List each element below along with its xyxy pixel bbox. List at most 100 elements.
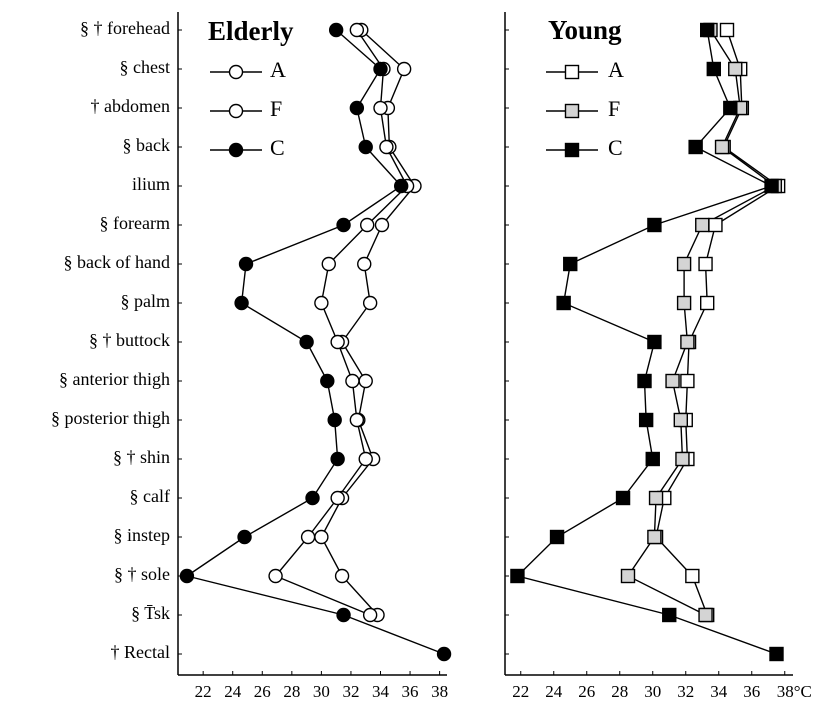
- data-point: [680, 334, 695, 350]
- legend-label: C: [608, 135, 623, 160]
- data-point: [305, 490, 320, 506]
- data-point: [700, 22, 715, 38]
- category-label: § † shin: [113, 447, 170, 467]
- series-line: [320, 29, 416, 616]
- data-point: [769, 646, 784, 662]
- x-tick-label: 32: [677, 682, 694, 701]
- data-point: [620, 568, 636, 584]
- data-point: [238, 256, 254, 272]
- data-point: [700, 295, 715, 311]
- data-point: [680, 373, 695, 389]
- category-label: § chest: [120, 57, 170, 77]
- data-point: [637, 373, 652, 389]
- data-point: [234, 295, 249, 311]
- category-label: § posterior thigh: [51, 408, 170, 428]
- series-line: [626, 29, 777, 616]
- data-point: [334, 568, 350, 584]
- category-label: ilium: [132, 174, 170, 194]
- x-tick-label: 28: [611, 682, 628, 701]
- data-point: [373, 61, 388, 77]
- x-tick-label: 34: [372, 682, 390, 701]
- data-point: [714, 139, 730, 155]
- data-point: [179, 568, 195, 584]
- data-point: [314, 295, 329, 311]
- legend-marker: [564, 64, 580, 80]
- category-label: § † sole: [114, 564, 170, 584]
- data-point: [549, 529, 565, 545]
- data-point: [360, 217, 375, 233]
- series-line: [274, 29, 408, 616]
- category-label: † Rectal: [111, 642, 170, 662]
- data-point: [379, 139, 394, 155]
- x-tick-label: 24: [545, 682, 563, 701]
- data-point: [638, 412, 654, 428]
- data-point: [330, 451, 345, 467]
- data-point: [373, 100, 388, 116]
- data-point: [358, 451, 373, 467]
- data-point: [706, 61, 721, 77]
- data-point: [708, 217, 723, 233]
- data-point: [349, 22, 365, 38]
- data-point: [764, 178, 779, 194]
- data-point: [268, 568, 283, 584]
- data-point: [320, 373, 335, 389]
- legend-marker: [228, 103, 244, 119]
- chart-title: Elderly: [208, 16, 294, 46]
- data-point: [393, 178, 409, 194]
- category-label: † abdomen: [91, 96, 170, 116]
- data-point: [685, 568, 700, 584]
- data-point: [362, 295, 378, 311]
- data-point: [723, 100, 738, 116]
- data-point: [358, 373, 373, 389]
- series-line: [185, 29, 445, 655]
- data-point: [688, 139, 703, 155]
- legend-marker: [564, 103, 580, 119]
- data-point: [345, 373, 360, 389]
- data-point: [556, 295, 571, 311]
- data-point: [357, 256, 372, 272]
- data-point: [675, 451, 690, 467]
- x-tick-label: 30: [644, 682, 661, 701]
- data-point: [436, 646, 452, 662]
- category-label: § back of hand: [64, 252, 170, 272]
- data-point: [349, 412, 365, 428]
- data-point: [510, 568, 525, 584]
- data-point: [662, 607, 677, 623]
- data-point: [645, 451, 660, 467]
- data-point: [698, 256, 713, 272]
- data-point: [358, 139, 373, 155]
- data-point: [647, 217, 662, 233]
- category-label: § T̄sk: [131, 603, 170, 623]
- x-tick-label: 36: [743, 682, 760, 701]
- category-label: § instep: [114, 525, 171, 545]
- chart-title: Young: [548, 15, 622, 45]
- x-tick-label: 34: [710, 682, 728, 701]
- category-label: § † forehead: [80, 18, 170, 38]
- data-point: [647, 334, 662, 350]
- category-label: § back: [123, 135, 170, 155]
- legend-label: F: [608, 96, 620, 121]
- data-point: [336, 607, 351, 623]
- data-point: [673, 412, 688, 428]
- data-point: [647, 529, 662, 545]
- category-label: § anterior thigh: [59, 369, 170, 389]
- category-label: § † buttock: [89, 330, 170, 350]
- data-point: [396, 61, 412, 77]
- legend-marker: [228, 64, 244, 80]
- x-tick-label: 26: [254, 682, 271, 701]
- x-tick-label: 24: [224, 682, 242, 701]
- legend-label: C: [270, 135, 285, 160]
- data-point: [698, 607, 713, 623]
- data-point: [300, 529, 316, 545]
- data-point: [330, 490, 345, 506]
- data-point: [665, 373, 680, 389]
- data-point: [336, 217, 351, 233]
- series-line: [655, 29, 780, 616]
- legend-label: F: [270, 96, 282, 121]
- data-point: [615, 490, 631, 506]
- legend-marker: [228, 142, 244, 158]
- x-tick-label: 22: [195, 682, 212, 701]
- data-point: [648, 490, 664, 506]
- data-point: [563, 256, 578, 272]
